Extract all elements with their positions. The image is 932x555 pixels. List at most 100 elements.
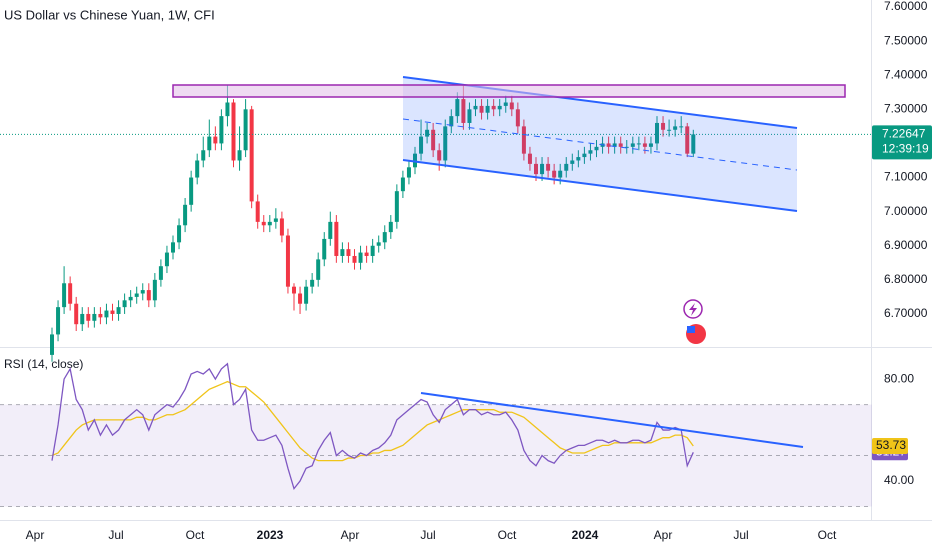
candle-body: [334, 221, 339, 256]
candle-body: [648, 143, 653, 147]
drawings: [172, 76, 846, 448]
x-tick-label: Jul: [108, 528, 123, 542]
candle-body: [255, 201, 260, 222]
candle-body: [679, 126, 684, 128]
candle-body: [515, 109, 520, 127]
candle-body: [691, 134, 696, 154]
y-tick-label: 80.00: [884, 371, 914, 385]
lightning-icon: [689, 303, 697, 316]
candle-body: [177, 225, 182, 243]
candle-body: [667, 129, 672, 131]
candle-body: [552, 170, 557, 178]
y-tick-label: 7.40000: [884, 67, 928, 81]
candle-body: [576, 157, 581, 161]
channel-bottom: [402, 159, 798, 212]
x-tick-label: Oct: [818, 528, 837, 542]
y-tick-label: 7.10000: [884, 170, 928, 184]
candle-body: [110, 310, 115, 314]
x-tick-label: Jul: [733, 528, 748, 542]
rsi-line: [51, 362, 694, 491]
candle-body: [237, 150, 242, 161]
x-tick-label: 2023: [257, 528, 284, 542]
y-tick-label: 7.60000: [884, 0, 928, 13]
candle-body: [207, 136, 212, 151]
candle-body: [292, 286, 296, 294]
candle-body: [98, 313, 103, 318]
candle-body: [298, 293, 303, 304]
candle-body: [322, 238, 327, 260]
candle-body: [346, 249, 351, 256]
candle-body: [116, 307, 121, 314]
candle-body: [340, 249, 345, 256]
candle-body: [171, 242, 175, 253]
flag-canton: [687, 326, 695, 333]
candle-body: [273, 218, 278, 222]
channel-mid: [402, 118, 798, 171]
rsi-title: RSI (14, close): [4, 357, 83, 371]
candle-body: [183, 204, 188, 226]
candle-body: [588, 150, 593, 154]
candle-body: [540, 163, 545, 175]
candle-body: [285, 235, 290, 287]
candle-body: [612, 143, 617, 147]
candle-body: [104, 310, 109, 318]
candle-body: [467, 109, 472, 123]
candle-body: [509, 102, 514, 110]
candle-body: [74, 303, 79, 325]
candles: [50, 85, 696, 362]
candle-body: [261, 221, 266, 226]
candle-body: [413, 153, 417, 168]
candle-body: [122, 300, 127, 308]
candle-body: [80, 313, 85, 325]
candle-body: [673, 126, 678, 130]
candle-body: [140, 290, 145, 294]
value-box: [872, 438, 908, 455]
candle-body: [497, 105, 502, 110]
x-tick-label: 2024: [572, 528, 599, 542]
candle-body: [642, 143, 647, 147]
candle-body: [503, 102, 508, 106]
candle-body: [382, 232, 387, 243]
candle-body: [92, 313, 97, 321]
candle-body: [461, 99, 466, 123]
candle-body: [685, 126, 690, 154]
candle-body: [164, 252, 169, 267]
candle-body: [219, 116, 224, 144]
rsi-trendline: [420, 392, 804, 448]
x-tick-label: Apr: [26, 528, 45, 542]
candle-body: [431, 129, 436, 151]
candle-body: [134, 293, 139, 297]
candle-body: [231, 102, 236, 161]
candle-body: [364, 252, 369, 256]
candle-body: [630, 143, 635, 147]
candle-body: [425, 129, 430, 137]
x-tick-label: Oct: [498, 528, 517, 542]
candle-body: [201, 150, 206, 161]
candle-body: [394, 191, 399, 222]
resistance-zone: [172, 84, 846, 98]
candle-body: [419, 136, 424, 154]
countdown: 12:39:19: [882, 142, 929, 156]
y-tick-label: 40.00: [884, 473, 914, 487]
candle-body: [388, 221, 393, 233]
y-tick-label: 6.70000: [884, 306, 928, 320]
candle-body: [279, 218, 284, 236]
candle-body: [56, 307, 61, 335]
candle-body: [582, 153, 587, 158]
candle-body: [352, 255, 357, 263]
candle-body: [521, 126, 526, 154]
candle-body: [661, 122, 666, 130]
candle-body: [68, 283, 73, 304]
x-tick-label: Apr: [654, 528, 673, 542]
chart-title: US Dollar vs Chinese Yuan, 1W, CFI: [4, 7, 215, 22]
candle-body: [213, 136, 218, 144]
candle-body: [400, 177, 405, 192]
y-tick-label: 7.50000: [884, 33, 928, 47]
candle-body: [225, 102, 230, 117]
candle-body: [449, 116, 454, 127]
candle-body: [406, 167, 411, 178]
candle-body: [370, 245, 375, 256]
candle-body: [437, 150, 442, 161]
candle-body: [146, 290, 151, 301]
candle-body: [527, 153, 532, 164]
